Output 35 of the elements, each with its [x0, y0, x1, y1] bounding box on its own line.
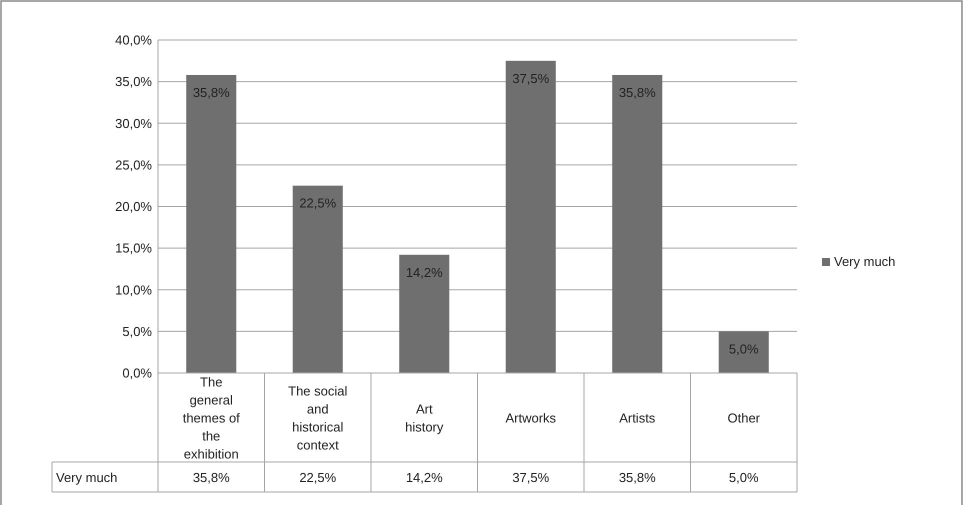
y-tick-label: 25,0% [115, 157, 152, 172]
bar [186, 74, 236, 373]
data-label: 5,0% [728, 470, 759, 485]
x-tick-label: The social and historical context [288, 384, 348, 452]
y-tick-label: 0,0% [122, 366, 152, 380]
text: Very much [56, 470, 118, 485]
x-tick-label: Other [727, 410, 761, 426]
y-tick-label: 40,0% [115, 32, 152, 48]
bar [399, 254, 450, 373]
bar [718, 331, 769, 373]
x-tick-label: Art history [405, 402, 444, 434]
x-tick-label: The general themes of the exhibition [182, 374, 240, 462]
y-tick-label: 10,0% [115, 282, 152, 298]
data-label: 22,5% [299, 470, 337, 485]
y-tick-label: 15,0% [115, 240, 152, 256]
y-tick-label: 35,0% [115, 74, 152, 90]
text: 5,0% [728, 341, 759, 356]
y-tick-label: 5,0% [122, 324, 152, 339]
y-tick-label: 30,0% [115, 116, 152, 131]
y-tick-label: 20,0% [115, 199, 152, 214]
x-tick-label: Artworks [505, 410, 557, 426]
text: 35,8% [618, 84, 656, 100]
data-label: 37,5% [512, 470, 550, 485]
legend-label: Very much [834, 254, 896, 269]
text: 22,5% [299, 196, 336, 211]
bar [612, 74, 662, 373]
data-label: 14,2% [406, 470, 444, 485]
data-label: 35,8% [618, 470, 656, 485]
text: 37,5% [512, 70, 550, 86]
text: 35,8% [192, 84, 230, 100]
data-label: 35,8% [192, 470, 230, 485]
bar [506, 60, 556, 373]
text: 14,2% [406, 264, 443, 280]
x-tick-label: Artists [619, 410, 656, 426]
bar [292, 186, 343, 373]
